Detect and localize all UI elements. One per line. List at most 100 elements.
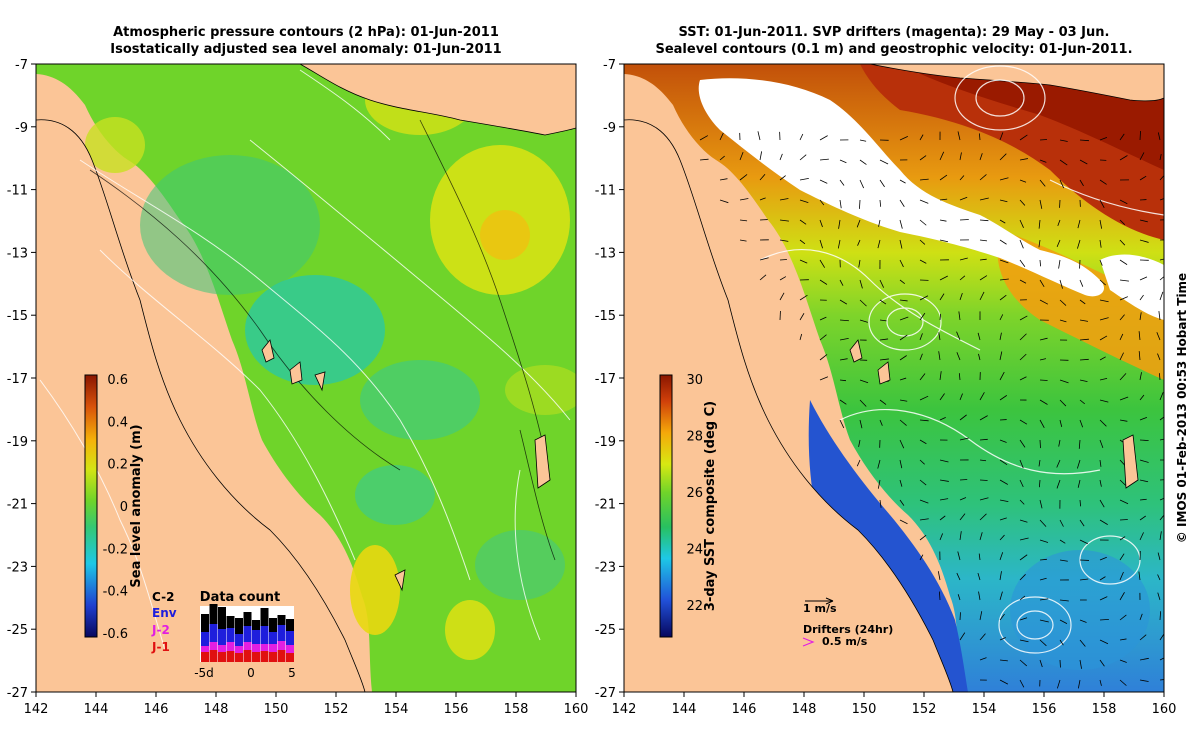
sst-colorbar-tick-28: 28 [686, 429, 703, 444]
sst-colorbar [660, 375, 672, 637]
left-y-tick--13: -13 [7, 246, 28, 261]
sst-cool-blob [1010, 550, 1150, 670]
sst-colorbar-tick-26: 26 [686, 486, 703, 501]
right-x-tick-152: 152 [912, 702, 937, 717]
inset-bar-segment [244, 650, 252, 662]
right-y-tick--23: -23 [595, 560, 616, 575]
left-y-tick--19: -19 [7, 435, 28, 450]
sla-colorbar [85, 375, 97, 637]
left-y-tick--21: -21 [7, 498, 28, 513]
inset-bar-segment [278, 641, 286, 650]
right-x-tick-154: 154 [972, 702, 997, 717]
sla-low-blob [475, 530, 565, 600]
left-y-tick--7: -7 [15, 58, 28, 73]
inset-bar-segment [244, 642, 252, 650]
sla-low-blob [355, 465, 435, 525]
right-y-tick--13: -13 [595, 246, 616, 261]
inset-bar-segment [252, 652, 260, 662]
inset-label-j2: J-2 [151, 623, 170, 637]
inset-bar-segment [269, 632, 277, 644]
inset-bar-segment [286, 653, 294, 662]
left-x-tick-160: 160 [564, 702, 589, 717]
inset-bar-segment [218, 652, 226, 662]
sla-colorbar-tick--0.4: -0.4 [103, 585, 128, 600]
sla-low-blob [140, 155, 320, 295]
right-y-tick--21: -21 [595, 498, 616, 513]
inset-bar-segment [201, 632, 209, 646]
inset-bar-segment [227, 616, 235, 628]
right-y-tick--9: -9 [603, 121, 616, 136]
inset-bar-segment [261, 626, 269, 644]
inset-xtick-0: 0 [247, 666, 255, 680]
sst-colorbar-label: 3-day SST composite (deg C) [703, 401, 718, 611]
sla-low-blob [360, 360, 480, 440]
inset-bar-segment [286, 645, 294, 653]
right-x-tick-160: 160 [1152, 702, 1177, 717]
right-y-tick--25: -25 [595, 623, 616, 638]
left-y-tick--23: -23 [7, 560, 28, 575]
sla-colorbar-tick-0.2: 0.2 [107, 458, 128, 473]
left-title-line2: Isostatically adjusted sea level anomaly… [110, 42, 501, 57]
velocity-arrow [1120, 519, 1128, 520]
inset-bar-segment [286, 631, 294, 645]
inset-bar-segment [218, 607, 226, 629]
right-x-tick-150: 150 [852, 702, 877, 717]
inset-bar-segment [235, 618, 243, 634]
inset-title: Data count [200, 590, 280, 605]
right-x-tick-144: 144 [672, 702, 697, 717]
right-x-tick-156: 156 [1032, 702, 1057, 717]
left-y-tick--25: -25 [7, 623, 28, 638]
left-x-tick-154: 154 [384, 702, 409, 717]
inset-bar-segment [218, 645, 226, 652]
velocity-arrow [1040, 440, 1041, 448]
inset-bar-segment [235, 634, 243, 646]
inset-bar-segment [227, 651, 235, 662]
right-y-tick--15: -15 [595, 309, 616, 324]
left-title-line1: Atmospheric pressure contours (2 hPa): 0… [113, 25, 499, 40]
velocity-arrow [859, 200, 860, 209]
inset-bar-segment [261, 608, 269, 626]
inset-bar-segment [286, 619, 294, 631]
inset-xtick-5: 5 [288, 666, 296, 680]
right-y-tick--17: -17 [595, 372, 616, 387]
inset-bar-segment [210, 642, 218, 650]
velocity-arrow [960, 479, 967, 480]
inset-xtick-minus5: -5d [194, 666, 214, 680]
inset-label-j1: J-1 [151, 640, 170, 654]
sla-high-blob [350, 545, 400, 635]
imos-credit: © IMOS 01-Feb-2013 00:53 Hobart Time [1175, 273, 1189, 543]
left-x-tick-158: 158 [504, 702, 529, 717]
inset-bar-segment [235, 653, 243, 662]
sst-colorbar-tick-30: 30 [686, 373, 703, 388]
inset-bar-segment [227, 628, 235, 642]
left-x-tick-156: 156 [444, 702, 469, 717]
sla-colorbar-tick--0.2: -0.2 [103, 542, 128, 557]
inset-bar-segment [261, 651, 269, 662]
inset-bar-segment [201, 652, 209, 662]
inset-bar-segment [252, 630, 260, 644]
right-y-tick--27: -27 [595, 686, 616, 701]
sla-high-blob [480, 210, 530, 260]
inset-bar-segment [218, 629, 226, 645]
inset-bar-segment [210, 650, 218, 662]
inset-bar-segment [210, 624, 218, 642]
velocity-arrow [780, 259, 787, 260]
inset-bar-segment [278, 615, 286, 625]
inset-bar-segment [252, 644, 260, 652]
inset-bar-segment [269, 644, 277, 652]
drifter-legend-value: 0.5 m/s [822, 635, 868, 648]
left-x-tick-150: 150 [264, 702, 289, 717]
inset-bar-segment [210, 604, 218, 624]
left-x-tick-142: 142 [24, 702, 49, 717]
sst-colorbar-tick-22: 22 [686, 599, 703, 614]
inset-bar-segment [278, 625, 286, 641]
inset-bar-segment [235, 646, 243, 653]
inset-bar-segment [244, 626, 252, 642]
left-y-tick--15: -15 [7, 309, 28, 324]
inset-bar-segment [269, 618, 277, 632]
inset-bar-segment [278, 650, 286, 662]
inset-bar-segment [261, 644, 269, 651]
inset-label-env: Env [152, 606, 177, 620]
